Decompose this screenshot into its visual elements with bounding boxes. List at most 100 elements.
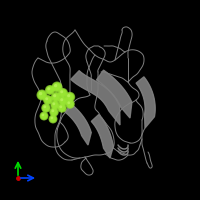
- Circle shape: [58, 88, 68, 98]
- Circle shape: [51, 92, 61, 102]
- Circle shape: [52, 93, 60, 101]
- Circle shape: [60, 106, 64, 110]
- Circle shape: [40, 93, 44, 97]
- Circle shape: [53, 111, 55, 113]
- Circle shape: [45, 97, 51, 103]
- Circle shape: [59, 89, 67, 97]
- Circle shape: [69, 103, 71, 105]
- Circle shape: [53, 94, 56, 97]
- Circle shape: [61, 91, 65, 95]
- Circle shape: [50, 108, 58, 116]
- Circle shape: [46, 98, 50, 102]
- Circle shape: [42, 114, 46, 118]
- Circle shape: [54, 104, 56, 106]
- Circle shape: [40, 93, 44, 97]
- Circle shape: [50, 116, 56, 122]
- Circle shape: [52, 118, 54, 120]
- Circle shape: [67, 101, 73, 107]
- Circle shape: [41, 103, 51, 113]
- Circle shape: [61, 107, 63, 109]
- Circle shape: [36, 90, 48, 100]
- Circle shape: [51, 101, 59, 109]
- Circle shape: [43, 105, 46, 108]
- Circle shape: [62, 92, 64, 94]
- Circle shape: [62, 100, 64, 102]
- Circle shape: [44, 106, 48, 110]
- Circle shape: [49, 89, 51, 91]
- Circle shape: [40, 112, 48, 120]
- Circle shape: [61, 99, 65, 103]
- Circle shape: [52, 110, 56, 114]
- Circle shape: [43, 95, 53, 105]
- Circle shape: [55, 85, 59, 89]
- Circle shape: [60, 98, 66, 104]
- Circle shape: [41, 113, 47, 119]
- Circle shape: [68, 95, 72, 99]
- Circle shape: [41, 113, 47, 119]
- Circle shape: [40, 112, 48, 120]
- Circle shape: [47, 99, 49, 101]
- Circle shape: [61, 107, 63, 109]
- Circle shape: [52, 102, 58, 108]
- Polygon shape: [97, 70, 132, 118]
- Circle shape: [67, 94, 73, 100]
- Circle shape: [48, 114, 58, 123]
- Circle shape: [67, 101, 70, 104]
- Circle shape: [59, 89, 67, 97]
- Circle shape: [39, 92, 45, 98]
- Circle shape: [59, 97, 67, 105]
- Circle shape: [44, 96, 52, 104]
- Circle shape: [55, 85, 59, 89]
- Circle shape: [54, 84, 60, 90]
- Circle shape: [65, 99, 75, 109]
- Circle shape: [45, 85, 55, 95]
- Circle shape: [66, 93, 74, 101]
- Circle shape: [69, 103, 71, 105]
- Circle shape: [66, 100, 74, 108]
- Circle shape: [62, 92, 64, 94]
- Circle shape: [44, 96, 52, 104]
- Circle shape: [60, 90, 63, 93]
- Circle shape: [51, 117, 53, 119]
- Circle shape: [69, 96, 71, 98]
- Circle shape: [60, 98, 63, 101]
- Circle shape: [47, 99, 49, 101]
- Circle shape: [59, 97, 67, 105]
- Circle shape: [52, 93, 60, 101]
- Circle shape: [59, 105, 65, 111]
- Circle shape: [53, 111, 55, 113]
- Polygon shape: [91, 115, 113, 158]
- Circle shape: [51, 109, 54, 112]
- Circle shape: [52, 102, 55, 105]
- Circle shape: [51, 109, 57, 115]
- Circle shape: [66, 93, 74, 101]
- Circle shape: [49, 89, 51, 91]
- Circle shape: [57, 103, 67, 113]
- Circle shape: [50, 100, 60, 110]
- Circle shape: [37, 90, 47, 100]
- Circle shape: [41, 94, 43, 96]
- Circle shape: [51, 109, 57, 115]
- Circle shape: [55, 96, 57, 98]
- Circle shape: [51, 117, 55, 121]
- Circle shape: [59, 105, 65, 111]
- Circle shape: [46, 86, 54, 94]
- Circle shape: [68, 102, 72, 106]
- Circle shape: [46, 86, 54, 94]
- Circle shape: [48, 88, 52, 92]
- Circle shape: [47, 87, 53, 93]
- Circle shape: [54, 95, 58, 99]
- Circle shape: [43, 115, 45, 117]
- Circle shape: [65, 92, 75, 102]
- Circle shape: [69, 96, 71, 98]
- Circle shape: [58, 96, 68, 106]
- Circle shape: [52, 82, 62, 92]
- Circle shape: [45, 97, 48, 100]
- Circle shape: [52, 82, 62, 92]
- Circle shape: [43, 115, 45, 117]
- Polygon shape: [65, 104, 91, 145]
- Circle shape: [43, 105, 49, 111]
- Circle shape: [39, 92, 42, 95]
- Circle shape: [53, 83, 61, 91]
- Circle shape: [50, 116, 56, 122]
